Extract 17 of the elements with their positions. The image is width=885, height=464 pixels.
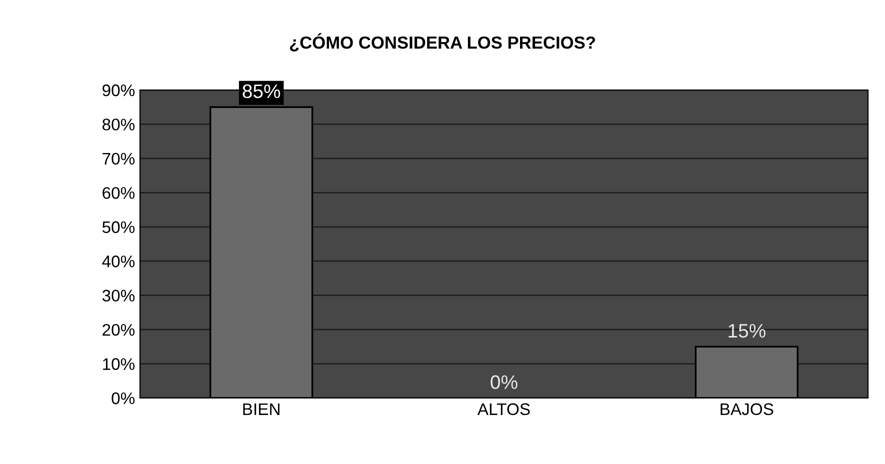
y-tick-label: 10% <box>103 358 135 370</box>
y-tick-label: 20% <box>102 324 135 336</box>
y-tick-label: 70% <box>102 152 135 165</box>
data-label: 0% <box>490 375 518 390</box>
y-tick-label: 60% <box>102 187 135 199</box>
x-tick-label: BAJOS <box>720 403 774 416</box>
x-tick-label: BIEN <box>243 403 280 415</box>
y-tick-label: 80% <box>102 118 135 130</box>
data-label: 85% <box>242 84 280 98</box>
data-label: 15% <box>728 324 766 338</box>
y-tick-label: 0% <box>112 392 135 404</box>
y-tick-label: 30% <box>102 290 135 302</box>
x-tick-label: ALTOS <box>477 403 530 416</box>
y-tick-label: 90% <box>102 84 135 96</box>
y-tick-label: 40% <box>102 256 135 268</box>
y-tick-label: 50% <box>102 221 135 234</box>
chart-title: ¿CÓMO CONSIDERA LOS PRECIOS? <box>290 33 596 52</box>
